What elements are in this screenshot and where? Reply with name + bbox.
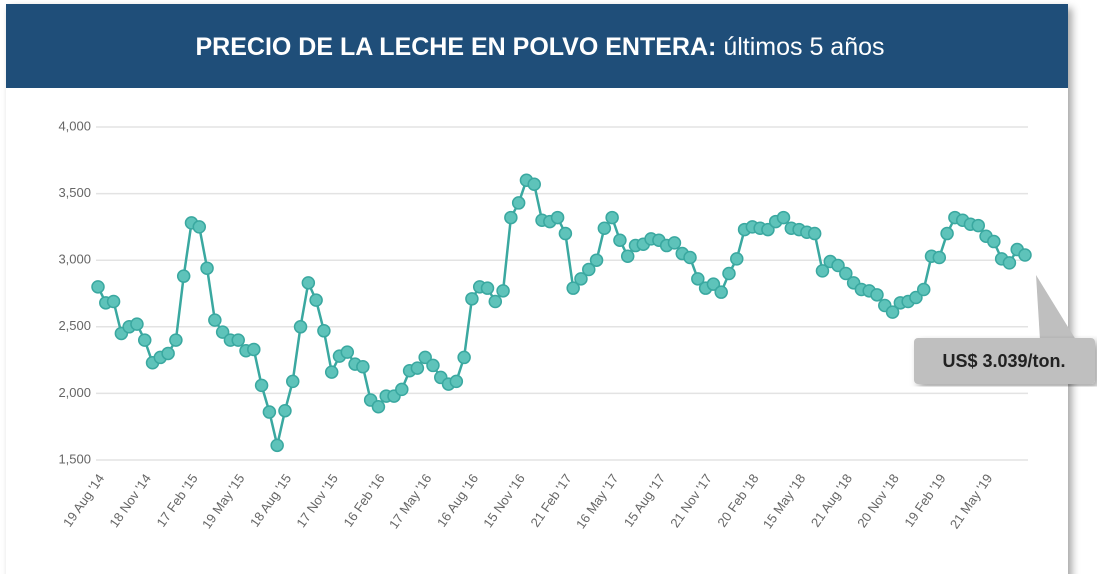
point xyxy=(613,233,627,247)
point xyxy=(324,365,339,379)
point xyxy=(831,258,845,273)
point xyxy=(730,252,744,266)
point xyxy=(885,305,900,319)
point xyxy=(480,281,495,295)
point xyxy=(192,220,207,234)
point xyxy=(1018,248,1032,262)
point xyxy=(262,405,277,419)
point xyxy=(909,290,923,305)
point xyxy=(356,360,370,374)
callout-pointer xyxy=(1036,275,1076,340)
point xyxy=(169,333,183,347)
point xyxy=(410,361,425,375)
point xyxy=(215,325,230,339)
point xyxy=(691,272,705,286)
point xyxy=(137,333,152,347)
point xyxy=(371,399,386,414)
point xyxy=(839,266,853,281)
point xyxy=(418,350,432,365)
header xyxy=(6,4,1068,88)
point xyxy=(395,382,409,397)
point xyxy=(714,285,728,299)
point xyxy=(761,222,775,237)
card xyxy=(6,4,1068,579)
point xyxy=(550,210,565,225)
point xyxy=(106,294,121,309)
point xyxy=(301,276,316,290)
point xyxy=(683,250,697,265)
point xyxy=(309,293,323,307)
point xyxy=(285,374,300,389)
point xyxy=(340,345,355,359)
y-tick-label: 3,000 xyxy=(58,252,91,267)
point xyxy=(940,226,954,241)
point xyxy=(465,292,479,306)
point xyxy=(488,294,503,309)
point xyxy=(449,374,464,389)
y-tick-label: 2,500 xyxy=(58,318,91,333)
point xyxy=(987,234,1001,249)
point xyxy=(667,236,682,250)
point xyxy=(504,210,518,225)
point xyxy=(457,350,471,365)
callout-text: US$ 3.039/ton. xyxy=(942,351,1065,371)
point xyxy=(776,210,791,225)
point xyxy=(200,261,214,275)
callout-box xyxy=(914,338,1095,384)
point xyxy=(91,280,105,294)
point xyxy=(130,317,144,331)
subtitle: últimos 5 años xyxy=(723,33,884,61)
point xyxy=(254,378,269,393)
y-tick-label: 3,500 xyxy=(58,185,91,200)
point xyxy=(706,277,721,291)
point xyxy=(496,284,510,298)
y-tick-label: 4,000 xyxy=(58,118,91,133)
point xyxy=(566,281,580,295)
point xyxy=(932,250,947,265)
point xyxy=(293,320,308,334)
point xyxy=(270,438,284,453)
point xyxy=(231,333,245,347)
point xyxy=(589,253,604,267)
point xyxy=(1002,256,1017,270)
point xyxy=(582,262,596,277)
point xyxy=(527,177,541,192)
point xyxy=(916,282,931,297)
y-tick-label: 1,500 xyxy=(58,451,91,466)
point xyxy=(870,288,884,302)
point xyxy=(558,226,573,241)
point xyxy=(605,210,619,225)
point xyxy=(247,342,261,357)
point xyxy=(161,346,175,361)
point xyxy=(426,358,440,373)
point xyxy=(278,403,292,418)
point xyxy=(620,249,635,263)
point xyxy=(971,218,986,233)
y-tick-label: 2,000 xyxy=(58,385,91,400)
point xyxy=(511,196,526,210)
point xyxy=(176,269,191,283)
point xyxy=(574,272,588,286)
point xyxy=(597,221,612,235)
point xyxy=(317,324,331,338)
title: PRECIO DE LA LECHE EN POLVO ENTERA: xyxy=(195,33,716,61)
point xyxy=(815,264,830,278)
point xyxy=(722,266,736,281)
chart-title: PRECIO DE LA LECHE EN POLVO ENTERA: últi… xyxy=(195,33,884,61)
point xyxy=(807,226,822,241)
point xyxy=(208,313,222,327)
